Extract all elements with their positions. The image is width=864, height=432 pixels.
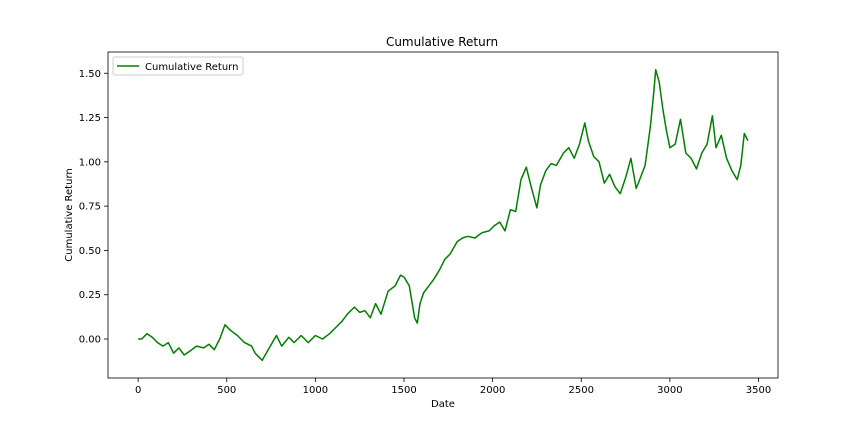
- x-tick-label: 0: [135, 385, 141, 396]
- legend: Cumulative Return: [112, 56, 244, 76]
- y-axis: 0.00 0.25 0.50 0.75 1.00 1.25 1.50: [79, 69, 108, 346]
- plot-area: [138, 68, 749, 362]
- y-tick-label: 1.00: [79, 157, 101, 168]
- x-tick-label: 1500: [391, 385, 416, 396]
- x-tick-label: 2000: [480, 385, 505, 396]
- chart-title: Cumulative Return: [386, 35, 498, 49]
- x-tick-label: 3500: [746, 385, 771, 396]
- x-tick-label: 2500: [569, 385, 594, 396]
- x-axis-title: Date: [431, 399, 455, 410]
- x-tick-label: 1000: [303, 385, 328, 396]
- plot-frame: [107, 51, 779, 379]
- y-axis-title: Cumulative Return: [64, 168, 75, 261]
- x-axis: 0 500 1000 1500 2000 2500 3000 3500: [135, 378, 771, 396]
- y-tick-label: 0.75: [79, 202, 101, 213]
- x-tick-label: 500: [217, 385, 236, 396]
- series-line-0: [138, 68, 749, 362]
- x-tick-label: 3000: [657, 385, 682, 396]
- y-tick-label: 0.00: [79, 335, 101, 346]
- y-tick-label: 1.50: [79, 69, 101, 80]
- legend-box: [112, 56, 244, 76]
- y-tick-label: 0.25: [79, 290, 101, 301]
- legend-label: Cumulative Return: [145, 62, 238, 73]
- y-tick-label: 0.50: [79, 246, 101, 257]
- y-tick-label: 1.25: [79, 113, 101, 124]
